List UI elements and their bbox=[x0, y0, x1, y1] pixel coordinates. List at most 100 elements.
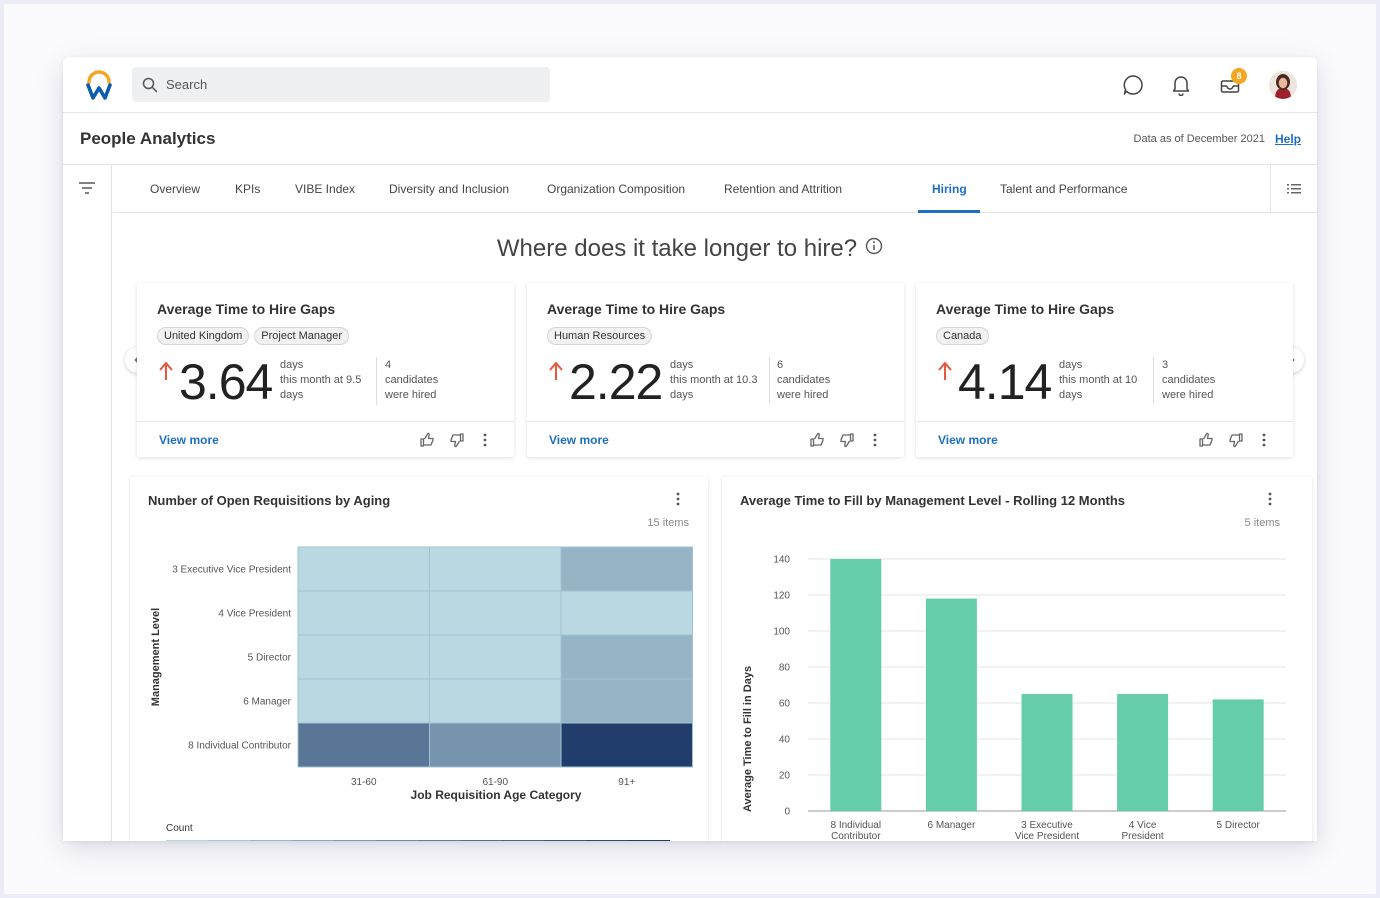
filter-icon[interactable] bbox=[78, 181, 96, 200]
bell-icon[interactable] bbox=[1169, 73, 1193, 97]
more-options-icon[interactable] bbox=[1262, 432, 1266, 453]
list-view-button[interactable] bbox=[1270, 165, 1317, 213]
tab-retention-and-attrition[interactable]: Retention and Attrition bbox=[724, 182, 843, 196]
bar[interactable] bbox=[830, 559, 882, 811]
kpi-count-label: were hired bbox=[385, 389, 437, 401]
y-tick-label: 40 bbox=[779, 735, 791, 746]
more-options-icon[interactable] bbox=[676, 491, 680, 512]
tab-talent-and-performance[interactable]: Talent and Performance bbox=[1000, 182, 1128, 196]
heatmap-cell[interactable] bbox=[297, 722, 430, 768]
view-more-link[interactable]: View more bbox=[159, 433, 219, 447]
inbox-icon[interactable] bbox=[1218, 73, 1242, 97]
arrow-up-icon bbox=[159, 361, 173, 386]
kpi-title: Average Time to Hire Gaps bbox=[936, 301, 1115, 317]
thumbs-up-icon[interactable] bbox=[419, 432, 435, 453]
thumbs-up-icon[interactable] bbox=[1198, 432, 1214, 453]
heatmap-cell[interactable] bbox=[560, 546, 693, 592]
heatmap-cell[interactable] bbox=[429, 546, 562, 592]
heatmap-cell[interactable] bbox=[297, 590, 430, 636]
kpi-hired-count: 6 candidates were hired bbox=[777, 358, 830, 403]
bar[interactable] bbox=[925, 598, 977, 811]
heatmap-cell[interactable] bbox=[560, 722, 693, 768]
view-more-link[interactable]: View more bbox=[549, 433, 609, 447]
x-tick-label: 6 Manager bbox=[927, 820, 975, 831]
y-axis-title: Average Time to Fill in Days bbox=[742, 666, 754, 812]
thumbs-down-icon[interactable] bbox=[839, 432, 855, 453]
headline-text: Where does it take longer to hire? bbox=[496, 235, 858, 262]
bar[interactable] bbox=[1117, 694, 1169, 811]
legend-title: Count bbox=[166, 823, 193, 834]
y-tick-label: 6 Manager bbox=[243, 697, 291, 708]
info-icon[interactable] bbox=[865, 234, 883, 262]
filter-chip: United Kingdom bbox=[157, 327, 250, 345]
tab-kpis[interactable]: KPIs bbox=[235, 182, 261, 196]
kpi-footer: View more bbox=[527, 421, 904, 457]
heatmap-cell[interactable] bbox=[560, 678, 693, 724]
search-input[interactable]: Search bbox=[132, 67, 550, 102]
kpi-compare-text: this month at 10.3 bbox=[670, 374, 758, 386]
heatmap-cell[interactable] bbox=[560, 634, 693, 680]
y-tick-label: 100 bbox=[773, 627, 790, 638]
x-tick-label: 61-90 bbox=[482, 777, 508, 788]
item-count: 5 items bbox=[1244, 517, 1280, 529]
more-options-icon[interactable] bbox=[873, 432, 877, 453]
legend-swatch bbox=[460, 840, 502, 841]
thumbs-down-icon[interactable] bbox=[449, 432, 465, 453]
kpi-comparison: days this month at 10.3 days bbox=[670, 358, 757, 403]
chat-icon[interactable] bbox=[1121, 73, 1145, 97]
kpi-count: 3 bbox=[1162, 359, 1169, 371]
heatmap-cell[interactable] bbox=[297, 678, 430, 724]
thumbs-down-icon[interactable] bbox=[1228, 432, 1244, 453]
kpi-footer: View more bbox=[137, 421, 514, 457]
y-tick-label: 8 Individual Contributor bbox=[188, 741, 292, 752]
y-tick-label: 3 Executive Vice President bbox=[172, 565, 291, 576]
bar[interactable] bbox=[1212, 699, 1264, 811]
heatmap-cell[interactable] bbox=[560, 590, 693, 636]
chart-title: Average Time to Fill by Management Level… bbox=[740, 493, 1126, 508]
kpi-divider bbox=[769, 357, 770, 405]
more-options-icon[interactable] bbox=[1268, 491, 1272, 512]
avatar[interactable] bbox=[1269, 71, 1297, 99]
tab-vibe-index[interactable]: VIBE Index bbox=[295, 182, 356, 196]
view-more-link[interactable]: View more bbox=[938, 433, 998, 447]
search-placeholder: Search bbox=[166, 77, 208, 92]
more-options-icon[interactable] bbox=[483, 432, 487, 453]
legend-swatch bbox=[586, 840, 628, 841]
heatmap-cell[interactable] bbox=[297, 634, 430, 680]
data-as-of: Data as of December 2021 bbox=[1133, 133, 1265, 145]
legend-swatch bbox=[208, 840, 250, 841]
x-tick-label: President bbox=[1121, 831, 1163, 841]
tab-hiring[interactable]: Hiring bbox=[932, 182, 967, 196]
kpi-value: 3.64 bbox=[179, 354, 273, 410]
kpi-hired-count: 4 candidates were hired bbox=[385, 358, 438, 403]
y-axis-title: Management Level bbox=[150, 608, 162, 706]
search-icon bbox=[142, 77, 158, 92]
kpi-count-label: were hired bbox=[777, 389, 829, 401]
kpi-comparison: days this month at 10 days bbox=[1059, 358, 1137, 403]
thumbs-up-icon[interactable] bbox=[809, 432, 825, 453]
kpi-unit: days bbox=[280, 359, 304, 371]
y-tick-label: 0 bbox=[784, 807, 790, 818]
kpi-card: Average Time to Hire Gaps Canada 4.14 da… bbox=[916, 283, 1293, 457]
workday-logo[interactable] bbox=[85, 69, 113, 101]
heatmap-cell[interactable] bbox=[429, 590, 562, 636]
heatmap-cell[interactable] bbox=[429, 678, 562, 724]
bar[interactable] bbox=[1021, 694, 1073, 811]
filter-chip: Canada bbox=[936, 327, 989, 345]
legend-swatch bbox=[250, 840, 292, 841]
y-tick-label: 4 Vice President bbox=[218, 609, 291, 620]
kpi-compare-text: this month at 10 bbox=[1059, 374, 1138, 386]
heatmap-cell[interactable] bbox=[297, 546, 430, 592]
help-link[interactable]: Help bbox=[1274, 132, 1301, 146]
x-tick-label: 91+ bbox=[618, 777, 635, 788]
kpi-unit: days bbox=[1059, 359, 1083, 371]
tab-organization-composition[interactable]: Organization Composition bbox=[547, 182, 686, 196]
tab-diversity-and-inclusion[interactable]: Diversity and Inclusion bbox=[389, 182, 510, 196]
tab-overview[interactable]: Overview bbox=[150, 182, 201, 196]
heatmap-cell[interactable] bbox=[429, 722, 562, 768]
x-tick-label: Contributor bbox=[831, 831, 881, 841]
heatmap-cell[interactable] bbox=[429, 634, 562, 680]
heatmap-card: Number of Open Requisitions by Aging 15 … bbox=[130, 477, 708, 841]
kpi-hired-count: 3 candidates were hired bbox=[1162, 358, 1215, 403]
kpi-divider bbox=[376, 357, 377, 405]
